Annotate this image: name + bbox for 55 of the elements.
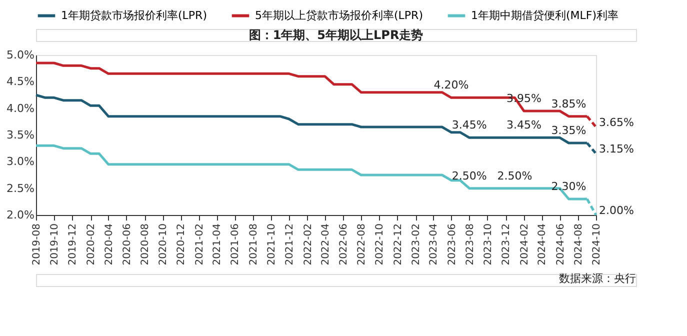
x-tick-label: 2023-08: [464, 224, 476, 266]
x-tick-label: 2023-02: [411, 224, 422, 266]
annotation: 4.20%: [434, 78, 469, 92]
x-tick-label: 2019-12: [68, 224, 79, 266]
annotation: 2.30%: [551, 180, 586, 193]
annotation: 2.50%: [497, 169, 532, 182]
x-tick-label: 2023-12: [501, 224, 512, 266]
x-tick-label: 2021-02: [194, 224, 206, 266]
x-tick-label: 2020-06: [122, 224, 133, 266]
x-tick-label: 2022-06: [338, 224, 350, 266]
annotation: 2.50%: [452, 169, 487, 182]
x-tick-label: 2024-10: [592, 224, 602, 266]
y-tick-label: 4.0%: [6, 102, 34, 115]
annotation: 3.15%: [599, 142, 634, 156]
x-tick-label: 2021-12: [284, 224, 296, 266]
x-tick-label: 2021-10: [266, 224, 278, 266]
annotation: 3.65%: [599, 116, 634, 129]
annotation: 2.00%: [599, 204, 634, 217]
chart-title: 图：1年期、5年期以上LPR走势: [248, 28, 424, 42]
y-tick-label: 4.5%: [6, 75, 34, 88]
y-tick-label: 5.0%: [6, 48, 34, 62]
x-tick-label: 2023-04: [428, 224, 440, 266]
x-tick-label: 2022-12: [392, 224, 404, 266]
x-tick-label: 2022-04: [320, 224, 332, 266]
x-tick-label: 2020-10: [158, 224, 170, 266]
y-tick-label: 3.5%: [6, 128, 34, 142]
x-tick-label: 2021-08: [248, 224, 260, 266]
x-tick-label: 2024-08: [573, 224, 584, 266]
y-tick-label: 3.0%: [6, 155, 34, 168]
annotation: 3.35%: [551, 124, 586, 137]
legend-label: 1年期中期借贷便利(MLF)利率: [471, 8, 619, 22]
y-tick-label: 2.5%: [6, 182, 34, 195]
legend-label: 5年期以上贷款市场报价利率(LPR): [255, 8, 423, 22]
legend-label: 1年期贷款市场报价利率(LPR): [61, 8, 207, 22]
x-tick-label: 2020-04: [104, 224, 115, 266]
x-tick-label: 2021-04: [212, 224, 224, 266]
y-tick-label: 2.0%: [6, 208, 34, 222]
source-note: 数据来源：央行: [559, 272, 636, 285]
annotation: 3.45%: [506, 118, 542, 132]
x-tick-label: 2020-08: [140, 224, 152, 266]
x-tick-label: 2019-08: [32, 224, 42, 266]
x-tick-label: 2022-02: [302, 224, 314, 266]
x-tick-label: 2024-02: [519, 224, 530, 266]
x-tick-label: 2023-10: [482, 224, 494, 266]
annotation: 3.85%: [551, 97, 586, 110]
x-tick-label: 2024-04: [537, 224, 548, 266]
x-tick-label: 2020-02: [86, 224, 98, 266]
x-tick-label: 2022-08: [356, 224, 368, 266]
x-tick-label: 2021-06: [230, 224, 242, 266]
x-tick-label: 2023-06: [446, 224, 458, 266]
x-tick-label: 2022-10: [374, 224, 386, 266]
x-tick-label: 2024-06: [555, 224, 566, 266]
x-tick-label: 2019-10: [50, 224, 61, 266]
annotation: 3.45%: [452, 118, 487, 132]
x-tick-label: 2020-12: [176, 224, 188, 266]
